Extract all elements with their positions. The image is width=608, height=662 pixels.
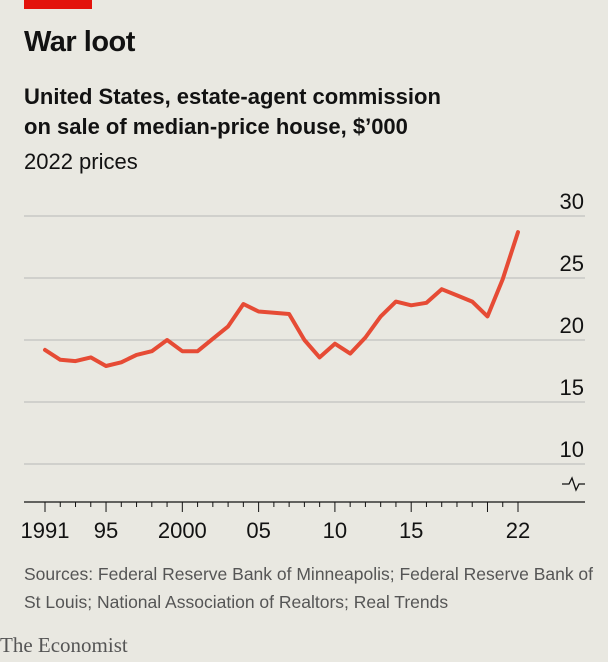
- axis-break-icon: [562, 476, 585, 492]
- x-tick-label-2000: 2000: [158, 518, 207, 543]
- series-line: [43, 230, 520, 368]
- chart-units: 2022 prices: [24, 149, 138, 174]
- x-axis: [24, 501, 585, 512]
- x-tick-label-1995: 95: [94, 518, 118, 543]
- chart-subtitle: United States, estate-agent commission o…: [24, 82, 584, 142]
- y-tick-label-15: 15: [560, 375, 584, 400]
- y-axis-labels: 10 15 20 25 30: [560, 189, 585, 492]
- line-chart: 10 15 20 25 30 1991 95 2000 05 10 15 22: [21, 189, 585, 543]
- x-axis-labels: 1991 95 2000 05 10 15 22: [21, 518, 531, 543]
- x-tick-label-2022: 22: [506, 518, 530, 543]
- chart-subtitle-line-2: on sale of median-price house, $’000: [24, 114, 408, 139]
- chart-title: War loot: [24, 26, 135, 58]
- brand-red-tag: [24, 0, 92, 9]
- series-line-layer: [43, 230, 520, 368]
- y-tick-label-25: 25: [560, 251, 584, 276]
- x-tick-label-2015: 15: [399, 518, 423, 543]
- x-tick-label-2005: 05: [246, 518, 270, 543]
- source-note: Sources: Federal Reserve Bank of Minneap…: [24, 564, 594, 612]
- x-tick-label-2010: 10: [323, 518, 347, 543]
- y-tick-label-10: 10: [560, 437, 584, 462]
- chart-subtitle-line-1: United States, estate-agent commission: [24, 84, 441, 109]
- y-tick-label-20: 20: [560, 313, 584, 338]
- x-tick-label-1991: 1991: [21, 518, 70, 543]
- brand-wordmark: The Economist: [0, 633, 128, 657]
- y-tick-label-30: 30: [560, 189, 584, 214]
